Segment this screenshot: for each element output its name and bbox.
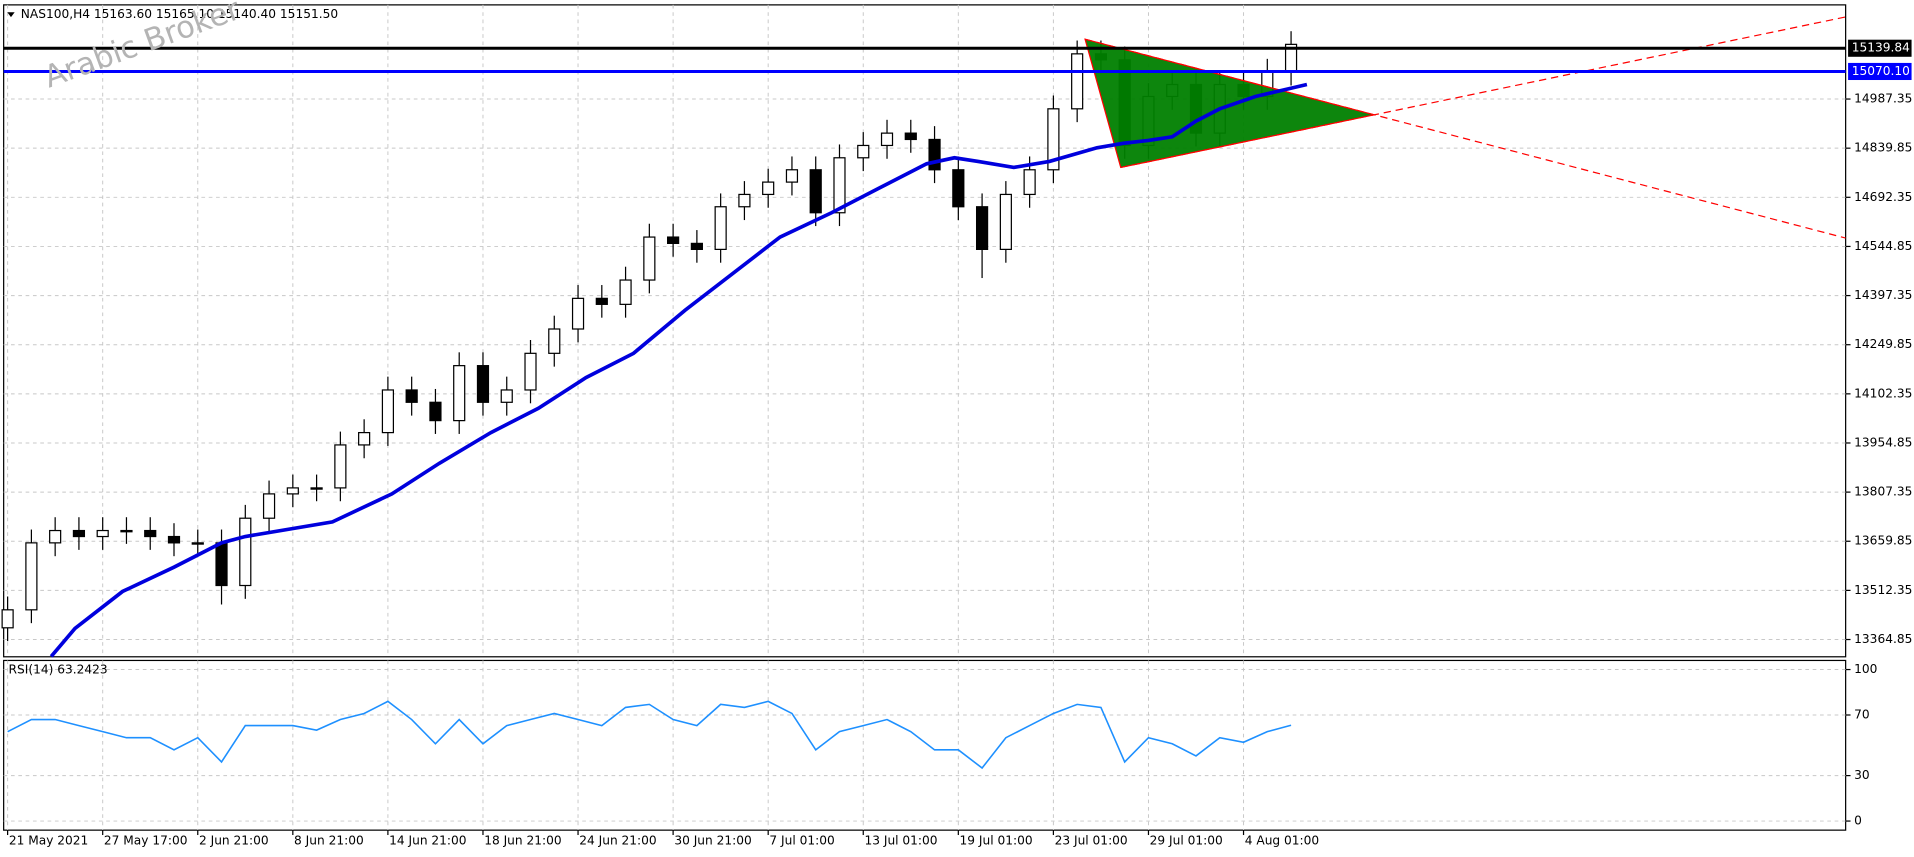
x-tick-label: 23 Jul 01:00 [1055,834,1128,848]
x-tick-label: 30 Jun 21:00 [674,834,751,848]
y-tick-label: 13954.85 [1854,435,1912,449]
candle-body [857,144,870,159]
price-level-tag [1848,39,1912,57]
rsi-line [7,700,1292,770]
candle-body [358,431,371,446]
candle-body [120,529,133,533]
candle-body [762,181,775,196]
y-tick-label: 13659.85 [1854,534,1912,548]
y-tick-label: 14102.35 [1854,386,1912,400]
menu-arrow [7,12,15,18]
candle-body [524,352,537,391]
y-tick-label: 0 [1854,814,1862,828]
candle-body [690,242,703,250]
y-tick-label: 100 [1854,662,1877,676]
candle-body [49,529,62,544]
trend-line [1084,38,1846,239]
candle-body [714,206,727,250]
candle-body [1,609,14,629]
candle-body [96,529,109,538]
candle-body [239,517,252,587]
y-tick-label: 70 [1854,707,1870,721]
candle-body [1047,108,1060,171]
candle-body [381,389,395,434]
x-tick-label: 27 May 17:00 [104,834,188,848]
candle-body [619,279,632,305]
candle-body [999,193,1012,250]
rsi-panel-frame [3,659,1847,831]
y-tick-label: 14397.35 [1854,288,1912,302]
candle-body [904,132,917,141]
candle-body [1023,169,1036,196]
layers: 21 May 2021 27 May 17:00 2 Jun 21:00 8 Jun … [1,4,1912,848]
y-tick-label: 13807.35 [1854,485,1912,499]
y-tick-label: 14987.35 [1854,92,1912,106]
moving-average-line [49,82,1308,658]
price-level-tag [1848,62,1912,81]
candle-body [72,529,86,538]
candle-body [476,365,490,403]
candle-body [643,236,656,281]
candle-body [215,542,228,587]
axis-layer: 21 May 2021 27 May 17:00 2 Jun 21:00 8 Jun … [7,39,1912,848]
x-tick-label: 7 Jul 01:00 [769,834,834,848]
candle-body [548,328,561,354]
x-tick-label: 2 Jun 21:00 [199,834,269,848]
x-tick-label: 29 Jul 01:00 [1150,834,1223,848]
x-tick-label: 18 Jun 21:00 [484,834,561,848]
candle-body [1071,53,1084,110]
rsi-title: RSI(14) 63.2423 [9,663,108,677]
candle-body [952,169,965,208]
price-level-label: 15139.84 [1852,41,1910,55]
x-tick-label: 4 Aug 01:00 [1245,834,1319,848]
x-tick-label: 13 Jul 01:00 [864,834,937,848]
candle-body [334,444,347,489]
candle-body [262,493,276,519]
y-tick-label: 14249.85 [1854,337,1912,351]
y-tick-label: 13512.35 [1854,583,1912,597]
candle-body [809,169,822,214]
candle-body [191,542,204,545]
candle-body [738,193,751,208]
candle-body [429,401,442,422]
candle-body [500,389,513,403]
candle-body [453,365,466,422]
price-level-label: 15070.10 [1852,64,1910,78]
trend-line [1120,16,1846,169]
y-tick-label: 13364.85 [1854,632,1912,646]
x-tick-label: 21 May 2021 [9,834,88,848]
candle-body [595,297,608,305]
x-tick-label: 8 Jun 21:00 [294,834,364,848]
candle-body [571,297,585,330]
candle-body [144,529,157,538]
candle-body [25,542,38,611]
y-tick-label: 14692.35 [1854,190,1912,204]
candle-body [833,157,846,214]
candle-body [880,132,894,147]
candle-body [928,138,941,171]
candle-body [667,236,680,245]
candle-body [286,487,299,495]
data-layer [1,16,1846,770]
x-tick-label: 19 Jul 01:00 [960,834,1033,848]
candle-body [167,535,181,544]
main-panel-frame [3,4,1847,658]
y-tick-label: 30 [1854,768,1870,782]
chart-title: NAS100,H4 15163.60 15165.10 15140.40 151… [21,7,338,21]
candle-body [310,487,323,490]
y-tick-label: 14544.85 [1854,239,1912,253]
candle-body [405,389,418,403]
x-tick-label: 14 Jun 21:00 [389,834,466,848]
y-tick-label: 14839.85 [1854,141,1912,155]
x-tick-label: 24 Jun 21:00 [579,834,656,848]
candle-body [975,206,989,250]
candle-body [785,169,799,183]
